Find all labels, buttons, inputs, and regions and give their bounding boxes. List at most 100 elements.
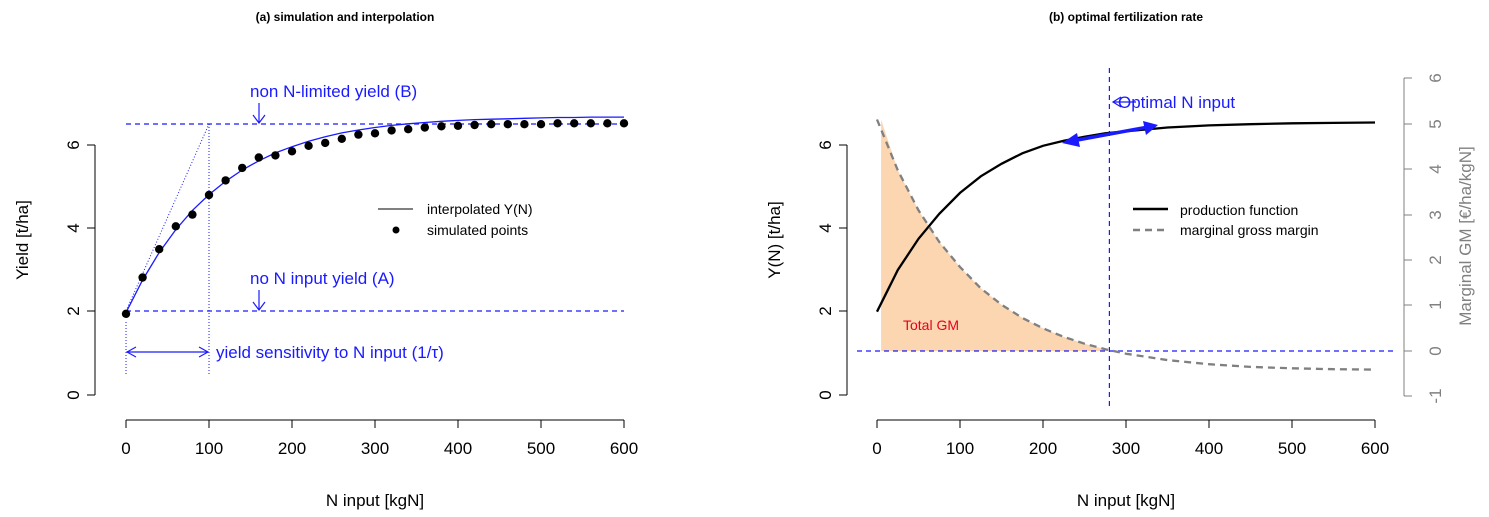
simulated-point: [337, 134, 346, 143]
simulated-point: [221, 176, 230, 185]
panel-b-y-tick-right: 4: [1426, 164, 1445, 173]
simulated-point: [586, 119, 595, 128]
simulated-point: [536, 120, 546, 129]
panel-a-y-tick: 6: [64, 140, 83, 149]
panel-b-y-tick-right: -1: [1426, 388, 1445, 403]
initial-slope-line: [125, 123, 210, 312]
panel-a-y-axis: 0 2 4 6: [64, 140, 96, 400]
panel-b-y-tick: 0: [816, 390, 835, 399]
simulated-point: [188, 210, 197, 219]
total-gm-label: Total GM: [903, 317, 959, 333]
simulated-point: [321, 138, 330, 148]
panel-b-y-tick-right: 0: [1426, 346, 1445, 355]
panel-b-x-tick: 200: [1029, 439, 1057, 458]
panel-a: (a) simulation and interpolation 0 2 4 6…: [13, 10, 638, 510]
panel-a-y-tick: 2: [64, 306, 83, 315]
panel-b-x-tick: 500: [1278, 439, 1306, 458]
optimal-n-pointer-head: [1111, 96, 1122, 108]
tangent-arrowhead-left: [1062, 133, 1080, 147]
production-function-curve: [875, 121, 1376, 313]
simulated-point: [619, 119, 629, 128]
panel-b-legend: production function marginal gross margi…: [1133, 202, 1319, 238]
annotation-a-arrowhead: [252, 301, 266, 311]
panel-a-x-axis: 0 100 200 300 400 500 600: [121, 419, 638, 458]
simulated-point: [287, 147, 297, 156]
panel-b: (b) optimal fertilization rate 0 2 4 6: [765, 10, 1475, 510]
panel-b-series: [875, 119, 1376, 371]
panel-b-y-axis-right: -1 0 1 2 3 4 5 6: [1403, 73, 1445, 404]
panel-b-y-label-right: Marginal GM [€/ha/kgN]: [1456, 146, 1475, 326]
annotation-b: non N-limited yield (B): [250, 82, 417, 101]
panel-b-x-tick: 0: [872, 439, 881, 458]
panel-a-y-tick: 4: [64, 223, 83, 232]
panel-a-legend: interpolated Y(N) simulated points: [378, 201, 533, 238]
panel-a-x-label: N input [kgN]: [326, 491, 424, 510]
simulated-point: [304, 141, 313, 150]
simulated-point: [238, 163, 247, 173]
simulated-point: [370, 129, 380, 138]
panel-a-title: (a) simulation and interpolation: [256, 10, 435, 24]
simulated-point: [420, 123, 429, 132]
optimal-n-label: Optimal N input: [1118, 93, 1235, 112]
panel-a-x-tick: 0: [121, 439, 130, 458]
panel-b-x-tick: 100: [946, 439, 974, 458]
panel-b-y-tick-right: 6: [1426, 73, 1445, 82]
panel-b-y-tick-right: 1: [1426, 300, 1445, 309]
simulated-point: [204, 190, 214, 200]
panel-a-x-tick: 100: [195, 439, 223, 458]
annotation-tau: yield sensitivity to N input (1/τ): [216, 343, 444, 362]
panel-a-x-tick: 500: [527, 439, 555, 458]
simulated-point: [437, 122, 446, 131]
panel-b-x-tick: 400: [1195, 439, 1223, 458]
panel-b-y-tick-right: 3: [1426, 210, 1445, 219]
tau-arrowhead-left: [125, 346, 137, 358]
panel-b-x-tick: 300: [1112, 439, 1140, 458]
panel-a-x-tick: 400: [444, 439, 472, 458]
panel-b-x-tick: 600: [1361, 439, 1389, 458]
panel-b-y-tick: 4: [816, 223, 835, 232]
simulated-point: [138, 273, 147, 282]
panel-a-x-tick: 600: [610, 439, 638, 458]
simulated-point: [171, 222, 180, 231]
simulated-point: [404, 125, 413, 134]
panel-a-y-label: Yield [t/ha]: [13, 200, 32, 280]
simulated-point: [387, 126, 396, 135]
simulated-point: [121, 309, 131, 318]
panel-b-title: (b) optimal fertilization rate: [1049, 10, 1203, 24]
legend-label: simulated points: [427, 222, 528, 238]
panel-b-y-axis: 0 2 4 6: [816, 140, 848, 400]
panel-b-x-label: N input [kgN]: [1077, 491, 1175, 510]
tangent-arrowhead-right: [1143, 121, 1158, 135]
tangent-arrow: [1071, 125, 1149, 143]
simulated-point: [570, 119, 579, 128]
simulated-point: [520, 120, 529, 129]
panel-a-x-tick: 300: [361, 439, 389, 458]
simulated-point: [155, 245, 164, 254]
simulated-point: [553, 119, 562, 128]
panel-b-y-tick-right: 5: [1426, 119, 1445, 128]
simulated-point: [354, 130, 363, 139]
simulated-point: [453, 121, 463, 130]
annotation-b-arrowhead: [252, 114, 266, 124]
panel-b-y-tick: 2: [816, 306, 835, 315]
legend-label: marginal gross margin: [1180, 222, 1319, 238]
annotation-a: no N input yield (A): [250, 269, 395, 288]
legend-label: production function: [1180, 202, 1298, 218]
legend-label: interpolated Y(N): [427, 201, 533, 217]
panel-a-x-tick: 200: [278, 439, 306, 458]
total-gm-area: [881, 119, 1110, 351]
marginal-gross-margin-curve: [875, 119, 1376, 371]
tau-arrowhead-right: [198, 346, 210, 358]
simulated-point: [470, 120, 479, 130]
simulated-point: [487, 120, 496, 129]
simulated-point: [271, 151, 280, 160]
simulated-point: [503, 120, 512, 129]
panel-b-y-tick: 6: [816, 140, 835, 149]
panel-a-y-tick: 0: [64, 390, 83, 399]
simulated-point: [603, 119, 612, 128]
simulated-point: [254, 153, 263, 162]
legend-point-swatch: [392, 226, 400, 234]
panel-b-y-tick-right: 2: [1426, 255, 1445, 264]
panel-b-y-label: Y(N) [t/ha]: [765, 201, 784, 278]
